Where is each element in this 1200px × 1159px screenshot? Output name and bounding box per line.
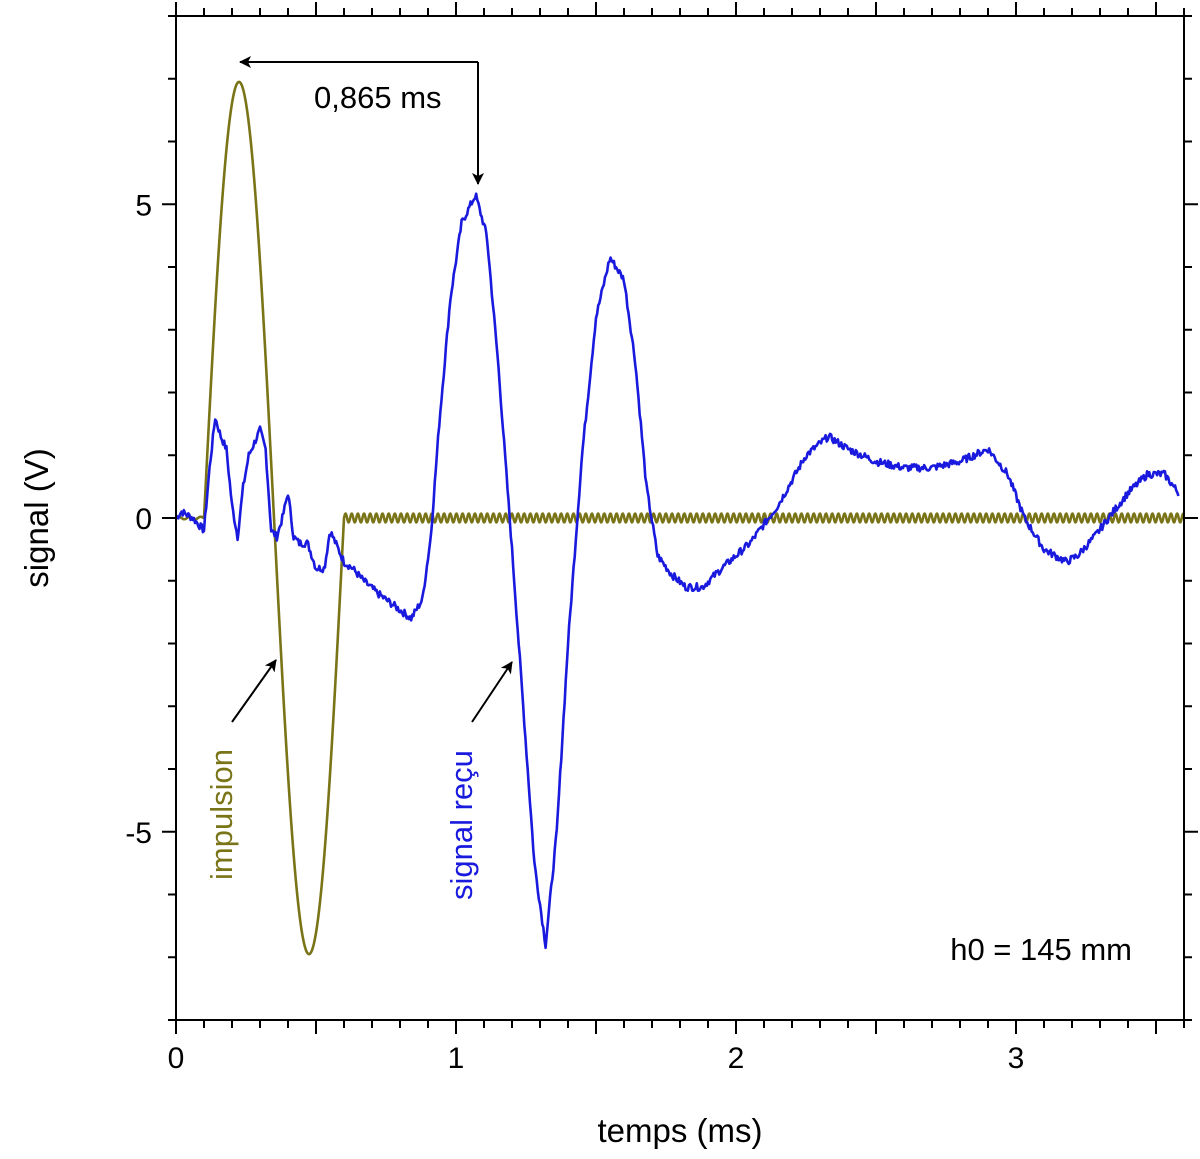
h0-label: h0 = 145 mm bbox=[950, 932, 1132, 967]
impulsion-arrow bbox=[231, 659, 277, 723]
tick-labels-layer: 0 1 2 3 -5 0 5 bbox=[125, 189, 1024, 1075]
series-signal-recu-line bbox=[176, 192, 1180, 950]
y-tick-label: 0 bbox=[135, 503, 152, 536]
x-tick-label: 2 bbox=[728, 1042, 745, 1075]
x-tick-label: 0 bbox=[168, 1042, 185, 1075]
series-impulsion-line bbox=[176, 80, 1184, 956]
signal-label: signal reçu bbox=[444, 750, 479, 900]
x-axis-label: temps (ms) bbox=[598, 1112, 763, 1149]
x-tick-label: 1 bbox=[448, 1042, 465, 1075]
delay-annotation: 0,865 ms bbox=[239, 56, 484, 185]
signal-arrow bbox=[471, 661, 513, 723]
plot-frame bbox=[175, 15, 1185, 1021]
y-tick-label: 5 bbox=[135, 189, 152, 222]
y-axis-label: signal (V) bbox=[18, 448, 55, 587]
x-tick-label: 3 bbox=[1008, 1042, 1025, 1075]
ticks-layer bbox=[162, 2, 1198, 1034]
impulsion-annotation: impulsion bbox=[204, 659, 277, 880]
delay-label: 0,865 ms bbox=[314, 80, 442, 115]
impulsion-label: impulsion bbox=[204, 749, 239, 880]
y-tick-label: -5 bbox=[125, 817, 152, 850]
signal-annotation: signal reçu bbox=[444, 661, 513, 900]
